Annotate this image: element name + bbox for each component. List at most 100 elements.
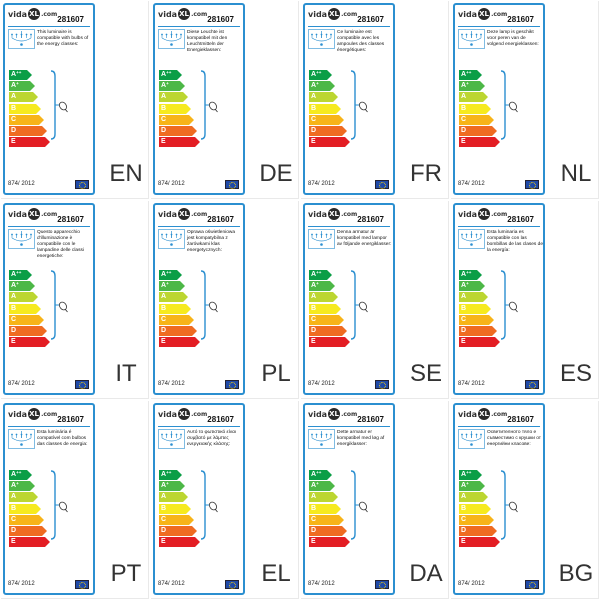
energy-class-bar: E	[159, 537, 200, 548]
chandelier-icon	[158, 29, 185, 49]
energy-class-bar: B	[159, 103, 191, 114]
energy-class-bar: A++	[9, 270, 32, 280]
energy-class-letter: A	[311, 482, 317, 490]
energy-class-letter: E	[11, 138, 16, 146]
energy-class-bar: B	[9, 503, 41, 514]
energy-class-bar: A	[9, 292, 38, 303]
energy-class-plus: +	[16, 481, 19, 487]
logo-text: vida	[158, 409, 178, 419]
energy-class-letter: B	[311, 504, 317, 512]
energy-class-letter: C	[461, 515, 467, 523]
product-code: 281607	[507, 15, 534, 24]
energy-class-letter: A	[161, 293, 167, 301]
energy-label-card: vida XL .com 281607 Diese Leuchte ist kompat…	[153, 3, 245, 195]
compatibility-text: Deze lamp is geschikt voor peren van de …	[487, 30, 539, 47]
chandelier-icon	[8, 429, 35, 449]
energy-label-card: vida XL .com 281607 Esta luminária é compatí…	[3, 403, 95, 595]
energy-class-bar: D	[309, 325, 347, 336]
energy-class-letter: A	[311, 82, 317, 90]
energy-class-bar: D	[9, 525, 47, 536]
energy-class-bar: E	[309, 337, 350, 348]
energy-class-letter: C	[311, 515, 317, 523]
energy-class-bar: B	[309, 503, 341, 514]
regulation-number: 874/ 2012	[458, 181, 485, 187]
energy-class-plus: +	[316, 281, 319, 287]
energy-class-plus: +	[466, 481, 469, 487]
label-cell-en: vida XL .com 281607 This luminaire is compat…	[1, 1, 149, 199]
energy-class-letter: D	[11, 526, 17, 534]
energy-class-plus: ++	[16, 270, 22, 275]
logo-text: vida	[308, 409, 328, 419]
regulation-number: 874/ 2012	[8, 181, 35, 187]
energy-class-bar: C	[159, 314, 194, 325]
energy-class-plus: ++	[466, 70, 472, 75]
energy-class-bar: A	[459, 292, 488, 303]
energy-class-letter: C	[11, 515, 17, 523]
energy-class-bar: D	[9, 325, 47, 336]
energy-class-bar: C	[459, 114, 494, 125]
language-code: DE	[259, 160, 293, 187]
energy-class-plus: +	[166, 81, 169, 87]
energy-class-letter: C	[161, 515, 167, 523]
eu-flag-icon	[525, 580, 539, 589]
energy-class-bar: A	[309, 92, 338, 103]
energy-class-letter: A	[461, 71, 467, 78]
energy-label-card: vida XL .com 281607 This luminaire is compat…	[3, 3, 95, 195]
logo-text: vida	[158, 209, 178, 219]
eu-flag-stars	[79, 582, 86, 589]
energy-class-letter: A	[11, 93, 17, 101]
energy-class-letter: B	[461, 104, 467, 112]
eu-flag-stars	[379, 382, 386, 389]
label-cell-el: vida XL .com 281607 Αυτό το φωτιστικό είναι …	[151, 401, 299, 599]
energy-class-plus: ++	[16, 70, 22, 75]
energy-class-plus: +	[16, 81, 19, 87]
energy-class-bar: C	[309, 514, 344, 525]
logo-mark: XL	[28, 8, 41, 20]
header-divider	[458, 26, 540, 27]
label-cell-da: vida XL .com 281607 Dette armatur er kompati…	[301, 401, 449, 599]
energy-class-letter: B	[161, 504, 167, 512]
chandelier-icon	[8, 229, 35, 249]
language-code: IT	[115, 360, 137, 387]
energy-class-bars: A++ A+ A B C D E	[459, 70, 500, 148]
logo-mark: XL	[328, 408, 341, 420]
logo-suffix: .com	[491, 10, 508, 18]
energy-class-letter: A	[11, 493, 17, 501]
energy-label-card: vida XL .com 281607 Deze lamp is geschikt vo…	[453, 3, 545, 195]
energy-class-bar: E	[159, 337, 200, 348]
chandelier-icon	[308, 229, 335, 249]
compatibility-text: This luminaire is compatible with bulbs …	[37, 30, 89, 47]
eu-flag-stars	[529, 382, 536, 389]
header-divider	[458, 226, 540, 227]
energy-class-bars: A++ A+ A B C D E	[309, 270, 350, 348]
regulation-number: 874/ 2012	[308, 381, 335, 387]
label-cell-nl: vida XL .com 281607 Deze lamp is geschikt vo…	[451, 1, 599, 199]
energy-class-letter: A	[161, 271, 167, 278]
energy-class-letter: B	[311, 304, 317, 312]
energy-class-bar: A	[309, 292, 338, 303]
bulb-icon	[200, 270, 218, 340]
energy-class-bar: C	[309, 114, 344, 125]
energy-class-bar: B	[309, 103, 341, 114]
energy-label-card: vida XL .com 281607 Oprawa oświetleniowa jes…	[153, 203, 245, 395]
energy-class-letter: A	[11, 271, 17, 278]
energy-class-bar: A++	[159, 70, 182, 80]
chandelier-icon	[458, 429, 485, 449]
energy-class-bars: A++ A+ A B C D E	[459, 470, 500, 548]
energy-class-bar: A++	[459, 470, 482, 480]
energy-class-letter: C	[461, 115, 467, 123]
bulb-icon	[200, 470, 218, 540]
energy-class-letter: A	[161, 471, 167, 478]
energy-class-bars: A++ A+ A B C D E	[9, 70, 50, 148]
eu-flag-icon	[75, 380, 89, 389]
brand-logo: vida XL .com	[458, 8, 507, 20]
language-code: EN	[109, 160, 143, 187]
label-cell-pl: vida XL .com 281607 Oprawa oświetleniowa jes…	[151, 201, 299, 399]
brand-logo: vida XL .com	[308, 408, 357, 420]
product-code: 281607	[507, 415, 534, 424]
energy-class-bar: A+	[9, 281, 35, 292]
energy-class-bar: A+	[309, 81, 335, 92]
energy-class-letter: A	[11, 71, 17, 78]
energy-class-letter: D	[311, 526, 317, 534]
